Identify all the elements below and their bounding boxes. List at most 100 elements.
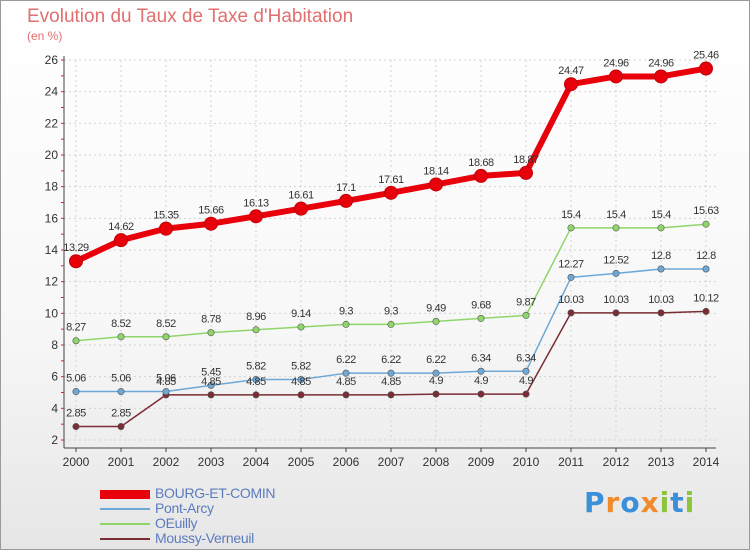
x-tick-label: 2011 <box>558 455 584 469</box>
data-label: 15.63 <box>693 205 719 217</box>
data-label: 10.03 <box>558 294 584 306</box>
data-label: 6.22 <box>336 354 356 366</box>
data-label: 15.35 <box>153 210 179 222</box>
y-tick-label: 14 <box>45 243 59 257</box>
data-point <box>297 376 305 384</box>
legend-item: Moussy-Verneuil <box>100 531 360 546</box>
logo-letter: x <box>640 486 660 519</box>
data-point <box>159 221 173 236</box>
data-point <box>702 307 710 315</box>
data-point <box>519 165 533 180</box>
data-point <box>429 177 443 192</box>
data-label: 25.46 <box>693 50 719 62</box>
data-point <box>207 381 215 389</box>
data-label: 10.03 <box>603 294 629 306</box>
y-tick-label: 18 <box>45 180 59 194</box>
data-label: 18.14 <box>423 165 449 177</box>
data-label: 9.14 <box>291 308 311 320</box>
data-point <box>477 367 485 375</box>
data-point <box>384 185 398 200</box>
data-label: 24.96 <box>648 57 674 69</box>
logo-letter: i <box>659 486 671 519</box>
legend-label: Moussy-Verneuil <box>155 530 254 546</box>
data-point <box>567 273 575 281</box>
data-label: 6.22 <box>426 354 446 366</box>
data-label: 15.66 <box>198 205 224 217</box>
data-label: 9.87 <box>516 296 536 308</box>
data-point <box>477 314 485 322</box>
data-label: 15.4 <box>606 209 626 221</box>
data-label: 4.85 <box>246 376 266 388</box>
data-label: 12.52 <box>603 254 629 266</box>
data-point <box>522 311 530 319</box>
data-label: 16.61 <box>288 190 314 202</box>
data-point <box>342 320 350 328</box>
x-tick-label: 2006 <box>333 455 360 469</box>
y-tick-label: 16 <box>45 211 59 225</box>
data-point <box>117 388 125 396</box>
data-point <box>612 269 620 277</box>
data-point <box>249 209 263 224</box>
data-label: 16.13 <box>243 197 269 209</box>
data-point <box>342 369 350 377</box>
x-tick-label: 2007 <box>378 455 405 469</box>
data-label: 18.68 <box>468 157 494 169</box>
data-point <box>564 77 578 92</box>
data-label: 10.12 <box>693 292 719 304</box>
y-tick-label: 2 <box>51 433 58 447</box>
data-label: 5.45 <box>201 366 221 378</box>
data-label: 4.9 <box>474 375 488 387</box>
data-label: 2.85 <box>66 408 86 420</box>
data-label: 13.29 <box>63 242 89 254</box>
data-point <box>117 333 125 341</box>
data-label: 8.96 <box>246 311 266 323</box>
x-tick-label: 2001 <box>108 455 135 469</box>
data-point <box>432 369 440 377</box>
data-point <box>72 337 80 345</box>
y-tick-label: 22 <box>45 116 59 130</box>
data-point <box>567 309 575 317</box>
data-label: 4.85 <box>336 376 356 388</box>
data-point <box>657 309 665 317</box>
x-tick-label: 2013 <box>648 455 675 469</box>
data-label: 5.82 <box>246 361 266 373</box>
data-label: 8.52 <box>111 318 131 330</box>
y-tick-label: 6 <box>51 370 58 384</box>
legend-item: BOURG-ET-COMIN <box>100 486 360 501</box>
proxiti-logo: Proxiti <box>584 486 695 519</box>
data-label: 5.06 <box>156 373 176 385</box>
y-tick-label: 8 <box>51 338 58 352</box>
legend-label: OEuilly <box>155 515 198 531</box>
data-point <box>432 317 440 325</box>
data-point <box>72 423 80 431</box>
data-point <box>387 369 395 377</box>
data-label: 4.9 <box>429 375 443 387</box>
data-point <box>294 201 308 216</box>
data-label: 9.3 <box>384 305 398 317</box>
logo-letter: t <box>670 486 685 519</box>
data-label: 24.96 <box>603 57 629 69</box>
x-tick-label: 2004 <box>243 455 270 469</box>
data-label: 10.03 <box>648 294 674 306</box>
x-tick-label: 2010 <box>513 455 540 469</box>
data-point <box>609 69 623 84</box>
legend-label: Pont-Arcy <box>155 500 214 516</box>
data-point <box>567 224 575 232</box>
data-point <box>207 329 215 337</box>
data-point <box>204 216 218 231</box>
data-point <box>297 391 305 399</box>
logo-letter: r <box>605 486 621 519</box>
data-point <box>522 367 530 375</box>
data-label: 2.85 <box>111 408 131 420</box>
data-label: 5.06 <box>111 373 131 385</box>
data-label: 24.47 <box>558 65 584 77</box>
y-tick-label: 24 <box>45 85 59 99</box>
data-label: 4.85 <box>156 376 176 388</box>
x-tick-label: 2002 <box>153 455 180 469</box>
data-point <box>387 320 395 328</box>
data-label: 6.22 <box>381 354 401 366</box>
data-point <box>72 388 80 396</box>
data-label: 9.3 <box>339 305 353 317</box>
data-point <box>702 220 710 228</box>
